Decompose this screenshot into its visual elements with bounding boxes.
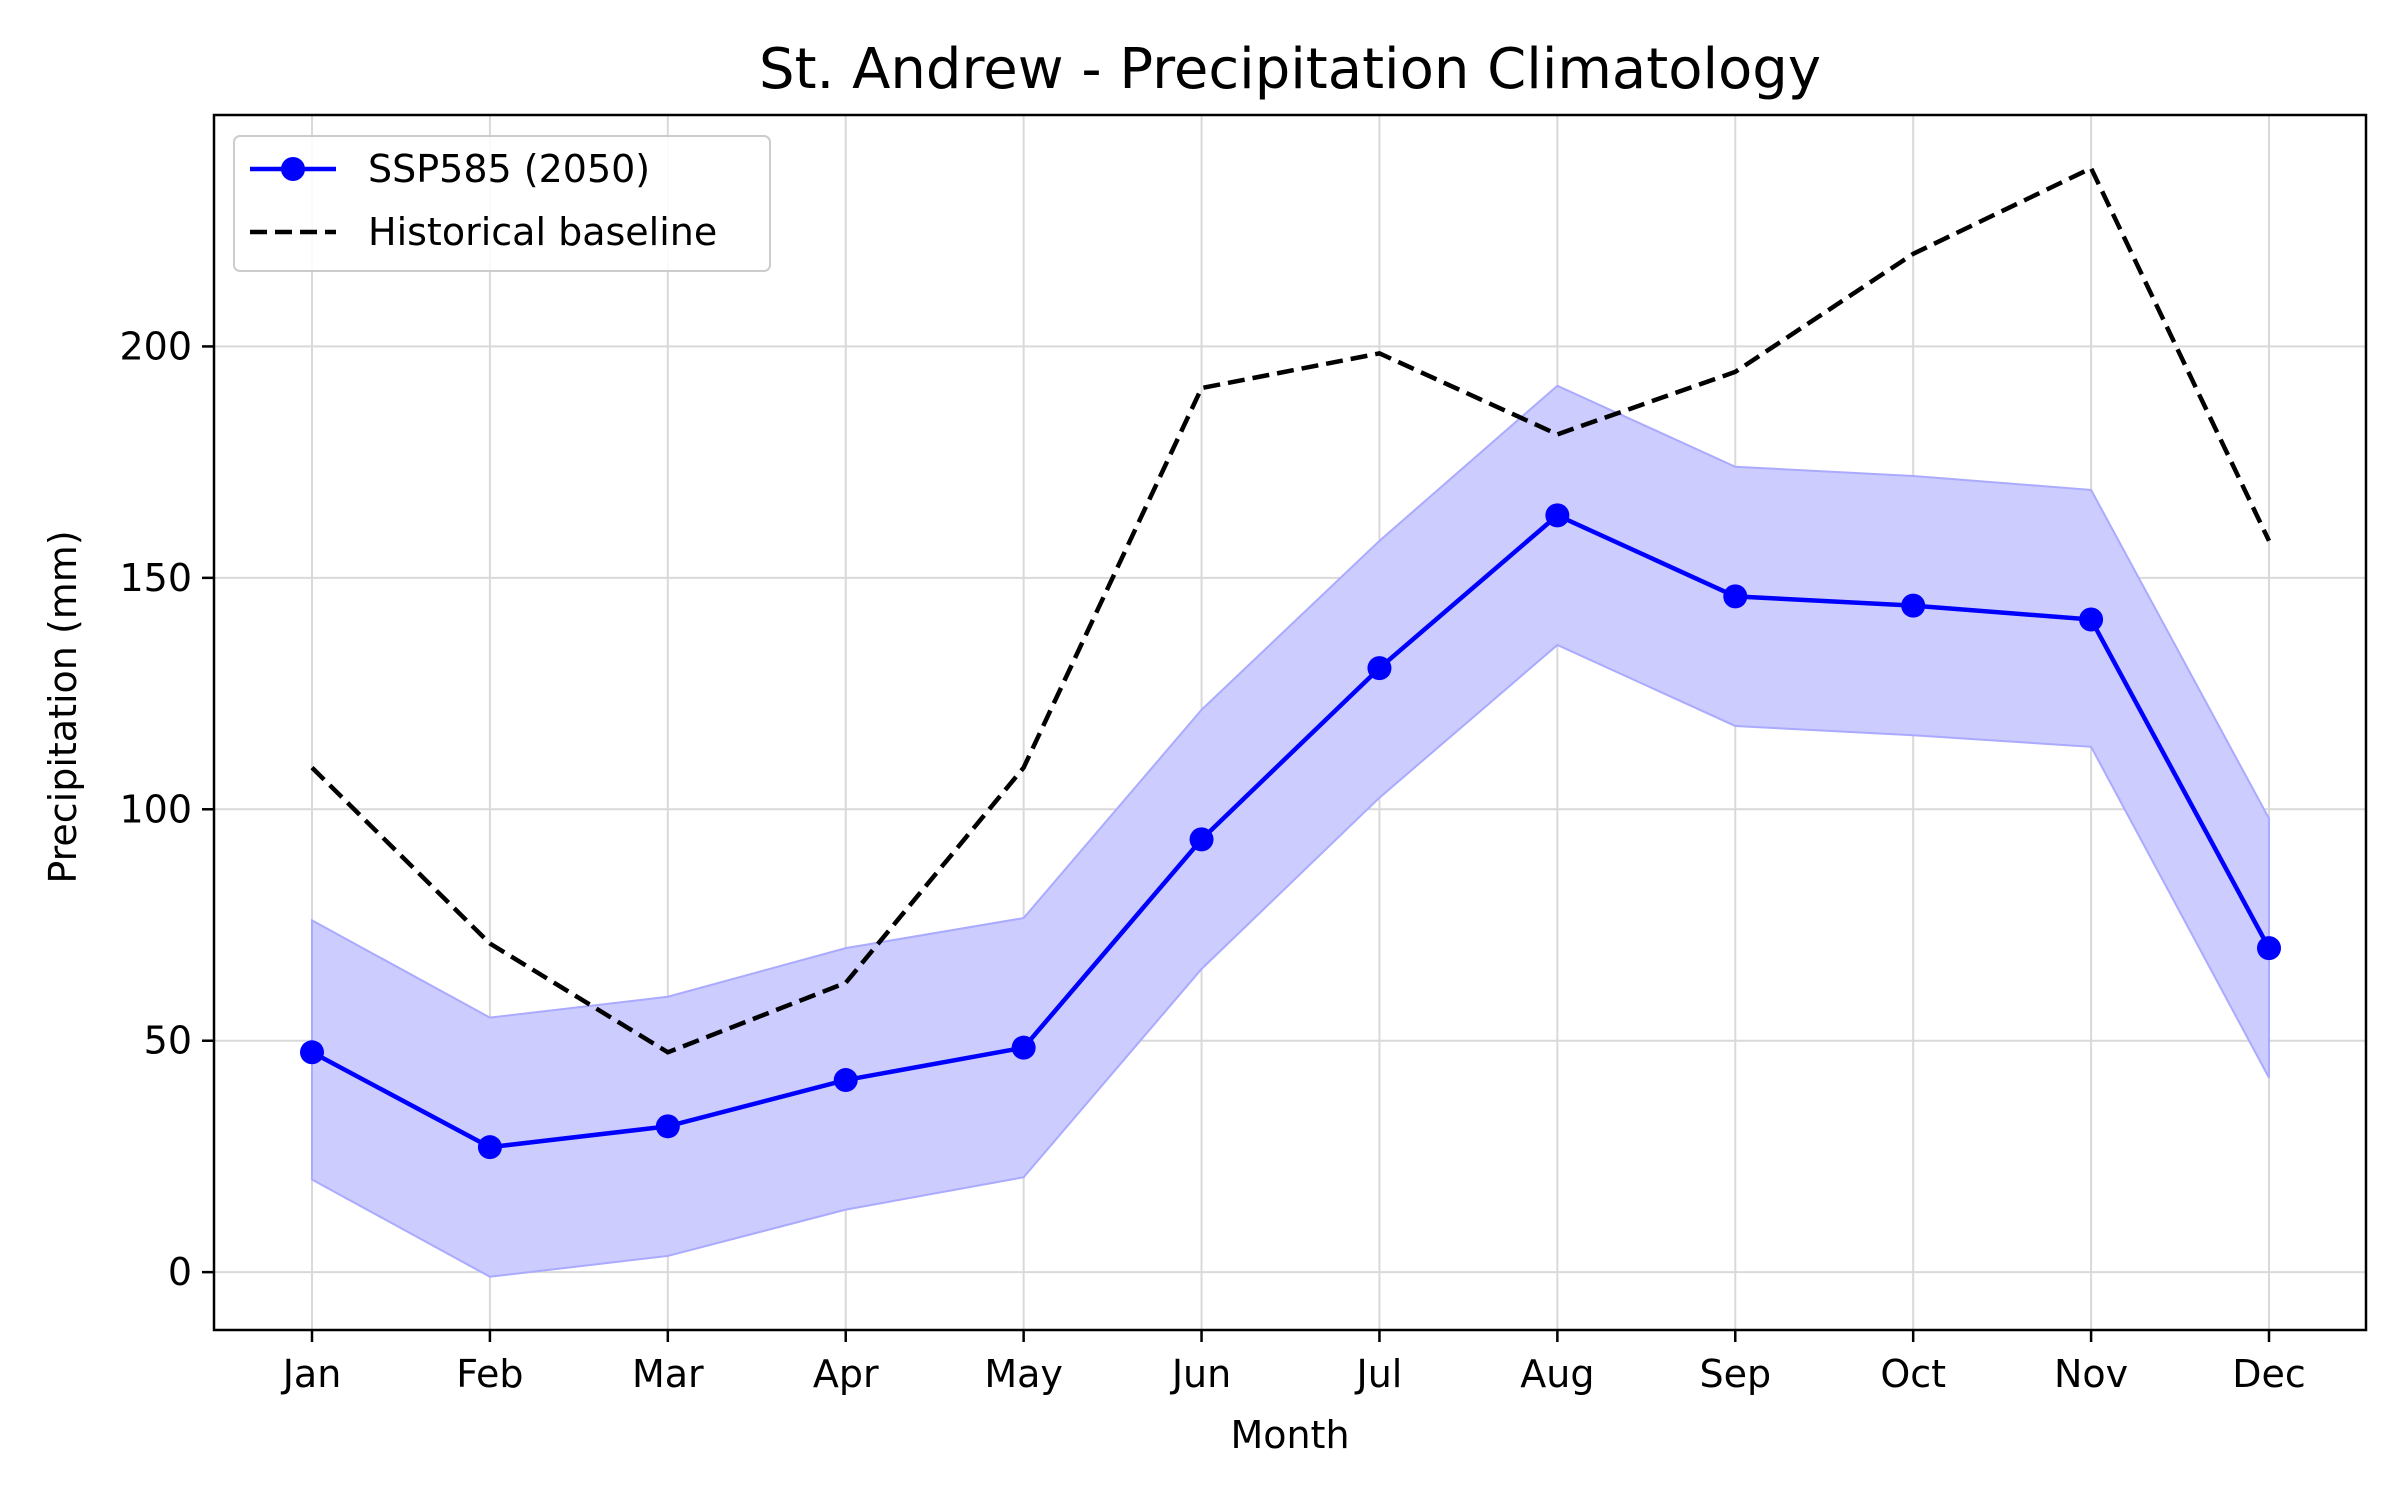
y-tick-label: 0 [168,1250,192,1294]
legend-box [233,135,771,272]
legend-entry-label: Historical baseline [368,210,717,254]
uncertainty-band [311,384,2270,1278]
x-tick-label: Oct [1880,1352,1946,1396]
y-axis-label: Precipitation (mm) [41,530,85,883]
x-tick-label: Feb [456,1352,523,1396]
y-tick-label: 200 [119,324,192,368]
ssp585-point [833,1068,858,1093]
ssp585-point [2257,936,2281,961]
chart-title: St. Andrew - Precipitation Climatology [759,37,1821,102]
ssp585-point [1189,827,1214,852]
y-tick-label: 150 [119,556,192,600]
ssp585-point [300,1040,324,1065]
x-tick-label: Apr [813,1352,879,1396]
y-tick-label: 100 [119,787,192,831]
x-tick-label: Sep [1699,1352,1771,1396]
legend-entry-label: SSP585 (2050) [368,147,650,191]
ssp585-line [310,512,2271,1150]
x-tick-label: Jul [1355,1352,1403,1396]
uncertainty-band-area [311,384,2270,1278]
x-tick-label: Jan [281,1352,342,1396]
x-tick-label: Aug [1520,1352,1594,1396]
legend: SSP585 (2050) Historical baseline [233,135,771,272]
ssp585-point [1545,503,1570,528]
series-lines [300,165,2281,1160]
x-axis-label: Month [1230,1413,1349,1457]
axes: Jan Feb Mar Apr May Jun Jul Aug Sep Oct Nov Dec 0 50 1… [119,113,2368,1396]
ssp585-point [2079,607,2104,632]
ssp585-point [1011,1035,1036,1060]
ssp585-point [477,1135,502,1160]
x-tick-label: May [984,1352,1063,1396]
x-tick-label: Nov [2054,1352,2128,1396]
x-tick-label: Dec [2232,1352,2306,1396]
y-tick-label: 50 [144,1019,192,1063]
x-tick-label: Jun [1170,1352,1231,1396]
ssp585-point [1901,593,1926,618]
historical-baseline-line [310,165,2272,1055]
ssp585-point [1723,584,1748,609]
x-tick-label: Mar [632,1352,704,1396]
legend-ssp585-marker [281,157,305,181]
plot-frame [212,113,2368,1332]
ssp585-point [655,1114,680,1139]
ssp585-point [1367,656,1392,681]
